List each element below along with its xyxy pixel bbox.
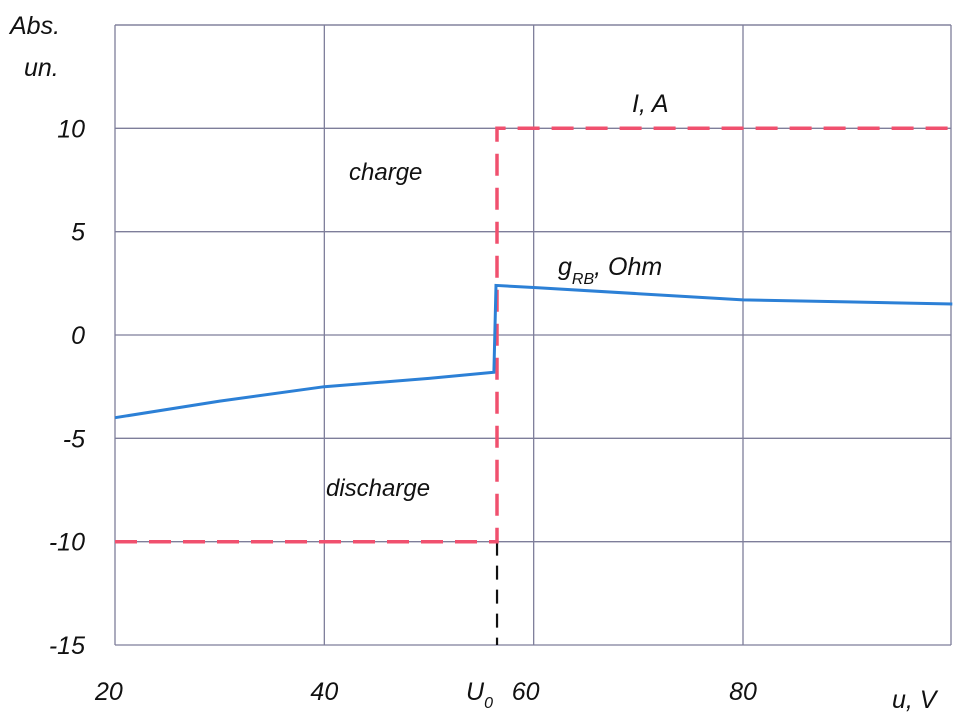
x-tick-label: 60 [512,678,540,706]
y-tick-label: 10 [57,115,85,143]
y-tick-label: -5 [63,425,85,453]
y-tick-label: 0 [71,322,85,350]
grid [114,24,952,646]
x-tick-label: 80 [729,678,757,706]
tick-labels: 10 5 0 -5 -10 -15 20 40 60 80 [49,115,757,706]
x-axis-label: u, V [892,686,939,713]
x-marker-label-sub: 0 [484,695,493,712]
y-tick-label: -10 [49,529,85,557]
series-layer [114,126,953,645]
annotation-charge: charge [349,159,422,186]
x-tick-label: 20 [94,678,123,706]
x-marker-label-main: U [466,678,485,706]
series-line-conductance [114,283,953,420]
series-label-current: I, A [632,90,669,118]
x-marker-label: U0 [466,678,493,712]
series-label-conductance: gRB, Ohm [558,253,662,288]
x-tick-label: 40 [310,678,338,706]
y-axis-label-line1: Abs. [8,12,60,40]
series-line-current [115,126,953,544]
series-label-conductance-sub: RB [572,271,595,288]
series-label-conductance-rest: , Ohm [594,253,662,281]
series-label-conductance-main: g [558,253,572,281]
y-tick-label: 5 [71,219,85,247]
annotation-discharge: discharge [326,475,430,502]
y-tick-label: -15 [49,632,85,660]
y-axis-label-line2: un. [24,54,59,82]
